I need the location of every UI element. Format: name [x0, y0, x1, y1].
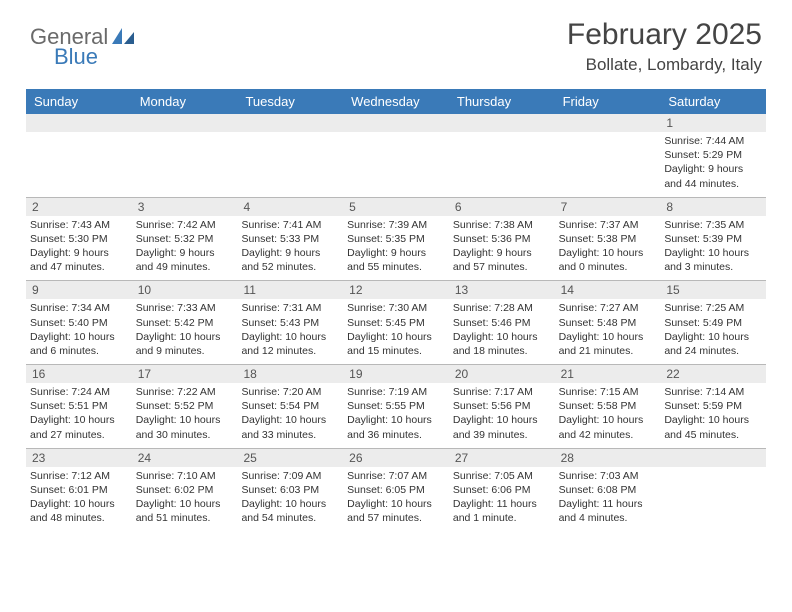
day-header-saturday: Saturday [660, 89, 766, 114]
daynum-row: 2345678 [26, 198, 766, 216]
info-row: Sunrise: 7:24 AMSunset: 5:51 PMDaylight:… [26, 383, 766, 448]
day-info: Sunrise: 7:25 AMSunset: 5:49 PMDaylight:… [660, 299, 766, 364]
header: General Blue February 2025 Bollate, Lomb… [0, 0, 792, 83]
day-info: Sunrise: 7:27 AMSunset: 5:48 PMDaylight:… [555, 299, 661, 364]
day-number: 28 [555, 449, 661, 467]
day-number: 16 [26, 365, 132, 383]
day-number [660, 449, 766, 467]
day-number: 17 [132, 365, 238, 383]
calendar: Sunday Monday Tuesday Wednesday Thursday… [26, 89, 766, 531]
day-number [343, 114, 449, 132]
day-info: Sunrise: 7:05 AMSunset: 6:06 PMDaylight:… [449, 467, 555, 532]
day-number: 20 [449, 365, 555, 383]
day-number: 23 [26, 449, 132, 467]
day-info: Sunrise: 7:28 AMSunset: 5:46 PMDaylight:… [449, 299, 555, 364]
day-info: Sunrise: 7:15 AMSunset: 5:58 PMDaylight:… [555, 383, 661, 448]
day-number: 4 [237, 198, 343, 216]
day-number [132, 114, 238, 132]
day-info: Sunrise: 7:42 AMSunset: 5:32 PMDaylight:… [132, 216, 238, 281]
day-header-sunday: Sunday [26, 89, 132, 114]
title-block: February 2025 Bollate, Lombardy, Italy [567, 18, 762, 75]
day-info [660, 467, 766, 532]
day-info: Sunrise: 7:24 AMSunset: 5:51 PMDaylight:… [26, 383, 132, 448]
day-header-thursday: Thursday [449, 89, 555, 114]
day-number: 24 [132, 449, 238, 467]
info-row: Sunrise: 7:43 AMSunset: 5:30 PMDaylight:… [26, 216, 766, 281]
day-number: 5 [343, 198, 449, 216]
logo-word2: Blue [54, 44, 98, 70]
info-row: Sunrise: 7:12 AMSunset: 6:01 PMDaylight:… [26, 467, 766, 532]
day-info: Sunrise: 7:22 AMSunset: 5:52 PMDaylight:… [132, 383, 238, 448]
day-number: 27 [449, 449, 555, 467]
day-info: Sunrise: 7:17 AMSunset: 5:56 PMDaylight:… [449, 383, 555, 448]
daynum-row: 1 [26, 114, 766, 132]
day-number: 14 [555, 281, 661, 299]
day-number: 9 [26, 281, 132, 299]
day-info [132, 132, 238, 197]
day-number [449, 114, 555, 132]
day-info [449, 132, 555, 197]
day-header-friday: Friday [555, 89, 661, 114]
day-number: 25 [237, 449, 343, 467]
month-title: February 2025 [567, 18, 762, 52]
day-header-row: Sunday Monday Tuesday Wednesday Thursday… [26, 89, 766, 114]
day-info: Sunrise: 7:37 AMSunset: 5:38 PMDaylight:… [555, 216, 661, 281]
info-row: Sunrise: 7:34 AMSunset: 5:40 PMDaylight:… [26, 299, 766, 364]
day-number: 8 [660, 198, 766, 216]
day-number: 22 [660, 365, 766, 383]
day-info: Sunrise: 7:12 AMSunset: 6:01 PMDaylight:… [26, 467, 132, 532]
day-info [26, 132, 132, 197]
day-header-tuesday: Tuesday [237, 89, 343, 114]
info-row: Sunrise: 7:44 AMSunset: 5:29 PMDaylight:… [26, 132, 766, 197]
day-number: 6 [449, 198, 555, 216]
day-info: Sunrise: 7:34 AMSunset: 5:40 PMDaylight:… [26, 299, 132, 364]
weeks-container: 1Sunrise: 7:44 AMSunset: 5:29 PMDaylight… [26, 114, 766, 531]
day-info: Sunrise: 7:14 AMSunset: 5:59 PMDaylight:… [660, 383, 766, 448]
day-info: Sunrise: 7:19 AMSunset: 5:55 PMDaylight:… [343, 383, 449, 448]
day-info: Sunrise: 7:07 AMSunset: 6:05 PMDaylight:… [343, 467, 449, 532]
day-info: Sunrise: 7:41 AMSunset: 5:33 PMDaylight:… [237, 216, 343, 281]
day-info: Sunrise: 7:09 AMSunset: 6:03 PMDaylight:… [237, 467, 343, 532]
day-info: Sunrise: 7:39 AMSunset: 5:35 PMDaylight:… [343, 216, 449, 281]
location-text: Bollate, Lombardy, Italy [567, 55, 762, 75]
logo-sail-icon [112, 28, 134, 46]
day-info: Sunrise: 7:31 AMSunset: 5:43 PMDaylight:… [237, 299, 343, 364]
day-info: Sunrise: 7:03 AMSunset: 6:08 PMDaylight:… [555, 467, 661, 532]
day-info: Sunrise: 7:20 AMSunset: 5:54 PMDaylight:… [237, 383, 343, 448]
day-number: 3 [132, 198, 238, 216]
day-info: Sunrise: 7:33 AMSunset: 5:42 PMDaylight:… [132, 299, 238, 364]
day-info: Sunrise: 7:10 AMSunset: 6:02 PMDaylight:… [132, 467, 238, 532]
day-number: 26 [343, 449, 449, 467]
day-header-wednesday: Wednesday [343, 89, 449, 114]
day-number: 7 [555, 198, 661, 216]
day-info [343, 132, 449, 197]
day-info: Sunrise: 7:38 AMSunset: 5:36 PMDaylight:… [449, 216, 555, 281]
day-number: 1 [660, 114, 766, 132]
day-number: 13 [449, 281, 555, 299]
day-info: Sunrise: 7:44 AMSunset: 5:29 PMDaylight:… [660, 132, 766, 197]
day-number: 19 [343, 365, 449, 383]
daynum-row: 232425262728 [26, 449, 766, 467]
day-number: 10 [132, 281, 238, 299]
day-number [26, 114, 132, 132]
logo: General Blue [30, 24, 134, 50]
day-number [555, 114, 661, 132]
day-number: 21 [555, 365, 661, 383]
day-number: 18 [237, 365, 343, 383]
daynum-row: 16171819202122 [26, 365, 766, 383]
day-number [237, 114, 343, 132]
daynum-row: 9101112131415 [26, 281, 766, 299]
day-info: Sunrise: 7:30 AMSunset: 5:45 PMDaylight:… [343, 299, 449, 364]
day-number: 2 [26, 198, 132, 216]
day-info: Sunrise: 7:43 AMSunset: 5:30 PMDaylight:… [26, 216, 132, 281]
day-number: 15 [660, 281, 766, 299]
day-number: 12 [343, 281, 449, 299]
day-number: 11 [237, 281, 343, 299]
day-header-monday: Monday [132, 89, 238, 114]
day-info [237, 132, 343, 197]
day-info [555, 132, 661, 197]
day-info: Sunrise: 7:35 AMSunset: 5:39 PMDaylight:… [660, 216, 766, 281]
